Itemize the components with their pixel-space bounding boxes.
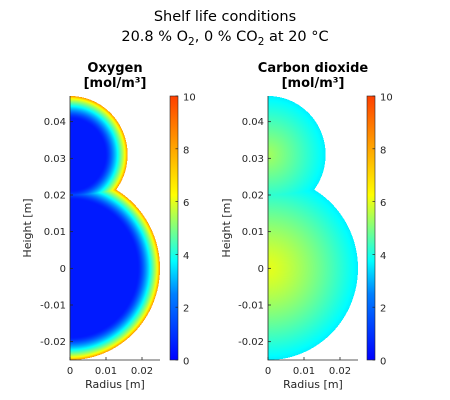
colorbar-tick-label: 8 (380, 145, 386, 156)
panel-carbon-dioxide: Carbon dioxide [mol/m³] -0.02-0.0100.010… (220, 61, 393, 391)
colorbar-tick-label: 6 (380, 198, 386, 209)
x-tick-label: 0 (67, 366, 73, 377)
y-tick-label: -0.02 (40, 337, 66, 348)
co2-subscript: 2 (258, 36, 265, 48)
y-tick-label: -0.01 (238, 301, 264, 312)
y-tick-label: 0.01 (242, 227, 264, 238)
x-tick-label: 0.01 (95, 366, 117, 377)
y-tick-label: 0 (258, 264, 264, 275)
oxygen-title: Oxygen (87, 61, 142, 76)
colorbar-tick-label: 2 (183, 304, 189, 315)
y-tick-label: -0.01 (40, 301, 66, 312)
y-tick-label: 0.03 (242, 154, 264, 165)
colorbar-tick-label: 2 (380, 304, 386, 315)
co2-heatmap (268, 96, 358, 360)
colorbar-tick-label: 6 (183, 198, 189, 209)
oxygen-heatmap (70, 96, 160, 360)
oxygen-units: [mol/m³] (84, 76, 147, 91)
x-tick-label: 0.01 (293, 366, 315, 377)
x-tick-label: 0.02 (329, 366, 351, 377)
co2-colorbar-ticks: 0 2 4 6 8 10 (372, 93, 393, 368)
co2-y-label: Height [m] (220, 198, 233, 257)
x-tick-label: 0.02 (131, 366, 153, 377)
y-tick-label: -0.02 (238, 337, 264, 348)
y-tick-label: 0.02 (242, 191, 264, 202)
colorbar-tick-label: 0 (380, 357, 386, 368)
temperature: at 20 °C (264, 29, 328, 45)
co2-y-ticks: -0.02 -0.01 0 0.01 0.02 0.03 0.04 (238, 117, 271, 348)
oxygen-x-ticks: 0 0.01 0.02 (67, 357, 153, 377)
y-tick-label: 0.03 (44, 154, 66, 165)
y-tick-label: 0.02 (44, 191, 66, 202)
x-tick-label: 0 (265, 366, 271, 377)
o2-percent: 20.8 % O (121, 29, 188, 45)
oxygen-colorbar-ticks: 0 2 4 6 8 10 (175, 93, 196, 368)
co2-percent: , 0 % CO (195, 29, 258, 45)
colorbar-tick-label: 10 (183, 93, 196, 104)
co2-x-label: Radius [m] (283, 378, 343, 391)
colorbar-tick-label: 10 (380, 93, 393, 104)
co2-title: Carbon dioxide (258, 61, 369, 76)
y-tick-label: 0.04 (44, 117, 66, 128)
y-tick-label: 0 (60, 264, 66, 275)
colorbar-tick-label: 8 (183, 145, 189, 156)
panel-oxygen: Oxygen [mol/m³] -0.02 -0.01 0 0.01 0.02 0.03 0… (21, 61, 196, 391)
colorbar-tick-label: 4 (380, 251, 386, 262)
y-tick-label: 0.01 (44, 227, 66, 238)
oxygen-y-label: Height [m] (21, 198, 34, 257)
figure-subtitle: 20.8 % O2, 0 % CO2 at 20 °C (121, 29, 328, 48)
colorbar-tick-label: 0 (183, 357, 189, 368)
co2-colorbar (366, 95, 376, 361)
co2-units: [mol/m³] (282, 76, 345, 91)
co2-x-ticks: 0 0.01 0.02 (265, 357, 351, 377)
figure-title: Shelf life conditions (154, 9, 296, 25)
oxygen-y-ticks: -0.02 -0.01 0 0.01 0.02 0.03 0.04 (40, 117, 73, 348)
oxygen-colorbar (169, 95, 179, 361)
o2-subscript: 2 (188, 36, 195, 48)
colorbar-tick-label: 4 (183, 251, 189, 262)
oxygen-x-label: Radius [m] (85, 378, 145, 391)
y-tick-label: 0.04 (242, 117, 264, 128)
